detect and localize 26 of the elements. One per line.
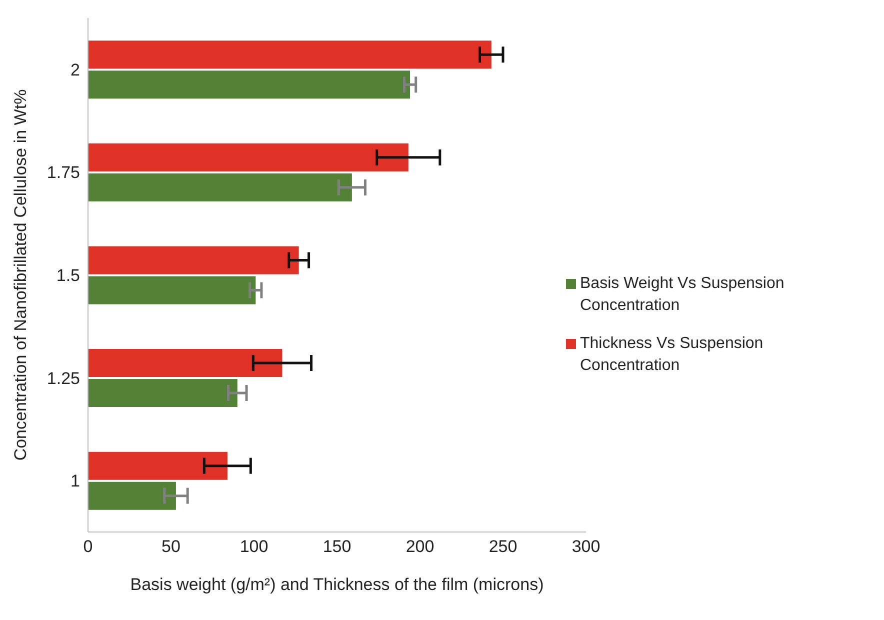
x-tick-label: 250 xyxy=(488,537,518,556)
bar xyxy=(88,482,176,510)
bar xyxy=(88,379,238,408)
y-tick-label: 1.75 xyxy=(46,163,80,182)
bar xyxy=(88,349,282,378)
y-tick-label: 1 xyxy=(70,472,80,491)
legend-label: Thickness Vs Suspension Concentration xyxy=(580,334,764,376)
bar xyxy=(88,246,299,274)
bar xyxy=(88,173,352,202)
bar xyxy=(88,70,410,99)
bar xyxy=(88,40,492,69)
x-tick-label: 200 xyxy=(406,537,434,556)
y-axis-title: Concentration of Nanofibrillated Cellulose in Wt% xyxy=(11,89,30,461)
bar xyxy=(88,276,256,304)
y-tick-label: 1.25 xyxy=(46,368,80,388)
legend-label: Basis Weight Vs Suspension Concentration xyxy=(580,274,786,316)
y-tick-label: 2 xyxy=(70,60,80,80)
bar xyxy=(88,452,228,480)
x-axis-title: Basis weight (g/m²) and Thickness of the film (microns) xyxy=(130,575,544,594)
bar xyxy=(88,143,408,172)
y-tick-label: 1.5 xyxy=(56,266,80,286)
x-tick-label: 50 xyxy=(162,537,180,556)
x-tick-label: 300 xyxy=(572,537,600,556)
x-tick-label: 150 xyxy=(322,537,352,556)
x-tick-label: 100 xyxy=(240,537,268,556)
x-tick-label: 0 xyxy=(83,537,93,556)
